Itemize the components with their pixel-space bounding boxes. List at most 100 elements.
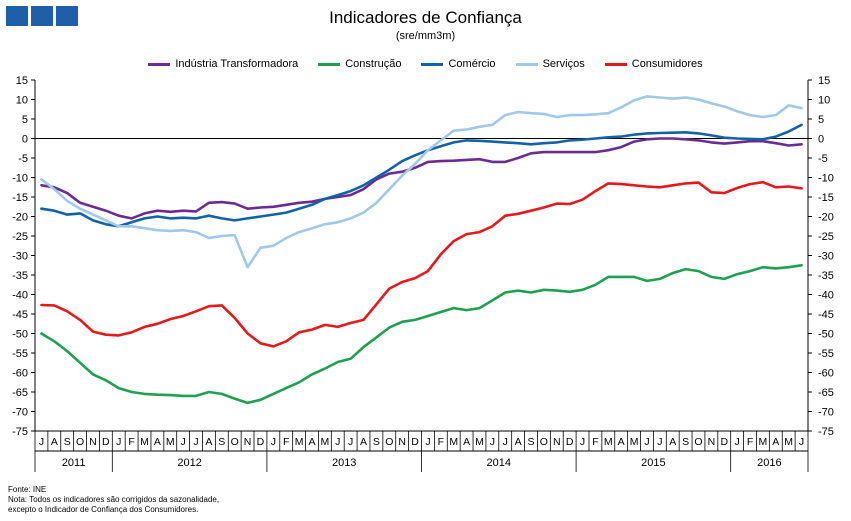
legend-item: Consumidores — [604, 58, 703, 70]
y-tick-label-right: -55 — [818, 348, 834, 360]
x-month-label: N — [244, 436, 252, 448]
x-month-label: M — [449, 436, 458, 448]
x-month-label: O — [231, 436, 239, 448]
x-month-label: A — [463, 436, 470, 448]
x-year-label: 2012 — [177, 457, 201, 469]
x-month-label: J — [799, 436, 804, 448]
x-month-label: A — [51, 436, 58, 448]
x-month-label: A — [618, 436, 625, 448]
x-month-label: J — [193, 436, 198, 448]
x-month-label: S — [528, 436, 535, 448]
y-tick-label-right: -10 — [818, 173, 834, 185]
footer-note-1: Nota: Todos os indicadores são corrigido… — [8, 495, 220, 504]
x-month-label: A — [515, 436, 522, 448]
legend-item: Serviços — [515, 58, 585, 70]
x-month-label: M — [166, 436, 175, 448]
legend-label: Construção — [345, 58, 402, 70]
legend-swatch — [318, 62, 341, 66]
x-month-label: O — [76, 436, 84, 448]
legend-swatch — [515, 62, 538, 66]
y-tick-label-right: -75 — [818, 426, 834, 438]
x-month-label: O — [385, 436, 393, 448]
x-month-label: O — [540, 436, 548, 448]
x-month-label: J — [490, 436, 495, 448]
x-month-label: A — [360, 436, 367, 448]
legend-swatch — [148, 62, 171, 66]
y-tick-label-left: -55 — [12, 348, 28, 360]
x-month-label: A — [669, 436, 676, 448]
x-month-label: N — [89, 436, 97, 448]
x-month-label: S — [373, 436, 380, 448]
x-month-label: F — [592, 436, 598, 448]
x-month-label: J — [39, 436, 44, 448]
legend-label: Serviços — [542, 58, 585, 70]
x-month-label: D — [566, 436, 574, 448]
x-year-label: 2016 — [757, 457, 781, 469]
series-line-ind-stria-transformadora — [40, 137, 803, 220]
y-tick-label-left: -50 — [12, 329, 28, 341]
x-month-label: D — [102, 436, 110, 448]
x-month-label: D — [411, 436, 419, 448]
y-tick-label-right: -50 — [818, 329, 834, 341]
x-month-label: J — [735, 436, 740, 448]
y-tick-label-right: -30 — [818, 251, 834, 263]
y-tick-label-left: -40 — [12, 290, 28, 302]
legend-item: Construção — [318, 58, 401, 70]
x-month-label: A — [205, 436, 212, 448]
legend-item: Indústria Transformadora — [148, 58, 298, 70]
legend-label: Indústria Transformadora — [175, 58, 299, 70]
x-month-label: F — [747, 436, 753, 448]
y-tick-label-left: -10 — [12, 173, 28, 185]
y-tick-label-left: -45 — [12, 309, 28, 321]
series-line-consumidores — [40, 180, 803, 348]
x-month-label: J — [425, 436, 430, 448]
x-month-label: F — [283, 436, 289, 448]
series-line-constru-o — [40, 263, 803, 405]
legend-item: Comércio — [421, 58, 496, 70]
x-month-label: S — [218, 436, 225, 448]
x-month-label: O — [694, 436, 702, 448]
x-year-label: 2015 — [641, 457, 665, 469]
y-tick-label-left: -30 — [12, 251, 28, 263]
x-month-label: S — [682, 436, 689, 448]
logo-block-3 — [56, 6, 78, 26]
y-tick-label-left: -60 — [12, 368, 28, 380]
x-month-label: F — [128, 436, 134, 448]
legend-label: Consumidores — [631, 58, 703, 70]
y-tick-label-left: 0 — [22, 134, 28, 146]
x-month-label: J — [580, 436, 585, 448]
y-tick-label-left: -65 — [12, 387, 28, 399]
y-tick-label-right: 15 — [818, 75, 830, 87]
x-month-label: A — [308, 436, 315, 448]
y-tick-label-right: -25 — [818, 231, 834, 243]
y-tick-label-right: -65 — [818, 387, 834, 399]
x-month-label: S — [64, 436, 71, 448]
y-tick-label-left: -15 — [12, 192, 28, 204]
x-month-label: J — [657, 436, 662, 448]
legend-swatch — [421, 62, 444, 66]
series-line-servi-os — [40, 95, 803, 269]
x-month-label: D — [257, 436, 265, 448]
y-tick-label-left: -75 — [12, 426, 28, 438]
footer-source: Fonte: INE — [8, 485, 47, 494]
y-tick-label-right: -5 — [818, 153, 828, 165]
x-month-label: M — [604, 436, 613, 448]
x-month-label: A — [772, 436, 779, 448]
y-tick-label-left: -5 — [18, 153, 28, 165]
x-month-label: J — [348, 436, 353, 448]
y-tick-label-right: 5 — [818, 114, 824, 126]
legend-swatch — [604, 62, 627, 66]
x-month-label: F — [438, 436, 444, 448]
y-tick-label-right: -15 — [818, 192, 834, 204]
logo-block-1 — [6, 6, 28, 26]
x-month-label: N — [398, 436, 406, 448]
y-tick-label-left: -70 — [12, 407, 28, 419]
y-tick-label-right: 10 — [818, 95, 830, 107]
x-month-label: M — [140, 436, 149, 448]
y-tick-label-right: -35 — [818, 270, 834, 282]
y-tick-label-left: 5 — [22, 114, 28, 126]
x-month-label: M — [784, 436, 793, 448]
x-year-label: 2014 — [487, 457, 511, 469]
x-month-label: A — [154, 436, 161, 448]
